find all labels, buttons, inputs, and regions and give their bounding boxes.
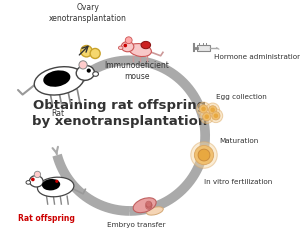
Ellipse shape xyxy=(76,65,94,80)
Ellipse shape xyxy=(42,179,60,190)
FancyBboxPatch shape xyxy=(197,45,210,51)
Ellipse shape xyxy=(118,46,123,49)
Ellipse shape xyxy=(38,177,74,197)
Circle shape xyxy=(202,113,211,121)
Circle shape xyxy=(194,145,214,165)
Ellipse shape xyxy=(121,41,134,52)
Text: Rat: Rat xyxy=(51,109,64,118)
Circle shape xyxy=(34,171,41,178)
Text: Maturation: Maturation xyxy=(219,138,259,144)
Text: Embryo transfer: Embryo transfer xyxy=(107,222,166,228)
Ellipse shape xyxy=(26,181,31,184)
Circle shape xyxy=(214,113,218,118)
Circle shape xyxy=(208,106,217,114)
Circle shape xyxy=(56,180,58,182)
Circle shape xyxy=(197,102,210,116)
Circle shape xyxy=(198,149,210,161)
Circle shape xyxy=(209,109,223,123)
Circle shape xyxy=(146,201,152,207)
Circle shape xyxy=(87,69,90,72)
Circle shape xyxy=(146,204,152,209)
Circle shape xyxy=(125,37,132,44)
Ellipse shape xyxy=(43,70,70,87)
Ellipse shape xyxy=(133,198,156,213)
Text: Immunodeficient
mouse: Immunodeficient mouse xyxy=(104,61,169,81)
Circle shape xyxy=(79,61,87,69)
Text: Hormone administration: Hormone administration xyxy=(214,54,300,60)
Circle shape xyxy=(146,202,152,208)
Ellipse shape xyxy=(34,67,84,95)
Circle shape xyxy=(200,105,208,113)
Text: Rat offspring: Rat offspring xyxy=(18,214,75,223)
Ellipse shape xyxy=(141,41,151,49)
Text: Egg collection: Egg collection xyxy=(216,94,267,100)
Circle shape xyxy=(210,107,215,112)
Circle shape xyxy=(191,142,217,168)
Circle shape xyxy=(206,103,220,117)
Circle shape xyxy=(32,178,34,181)
Circle shape xyxy=(205,114,209,119)
Ellipse shape xyxy=(29,175,43,187)
Circle shape xyxy=(201,107,206,111)
Circle shape xyxy=(212,112,220,120)
Ellipse shape xyxy=(147,207,163,215)
Circle shape xyxy=(200,110,214,123)
Circle shape xyxy=(81,45,92,57)
Ellipse shape xyxy=(93,72,98,76)
Text: Ovary
xenotransplantation: Ovary xenotransplantation xyxy=(49,3,127,23)
Circle shape xyxy=(90,48,100,59)
Ellipse shape xyxy=(129,44,152,57)
Text: In vitro fertilization: In vitro fertilization xyxy=(204,179,272,185)
Text: Obtaining rat offspring
by xenotransplantation: Obtaining rat offspring by xenotransplan… xyxy=(32,99,207,129)
Circle shape xyxy=(124,44,126,47)
